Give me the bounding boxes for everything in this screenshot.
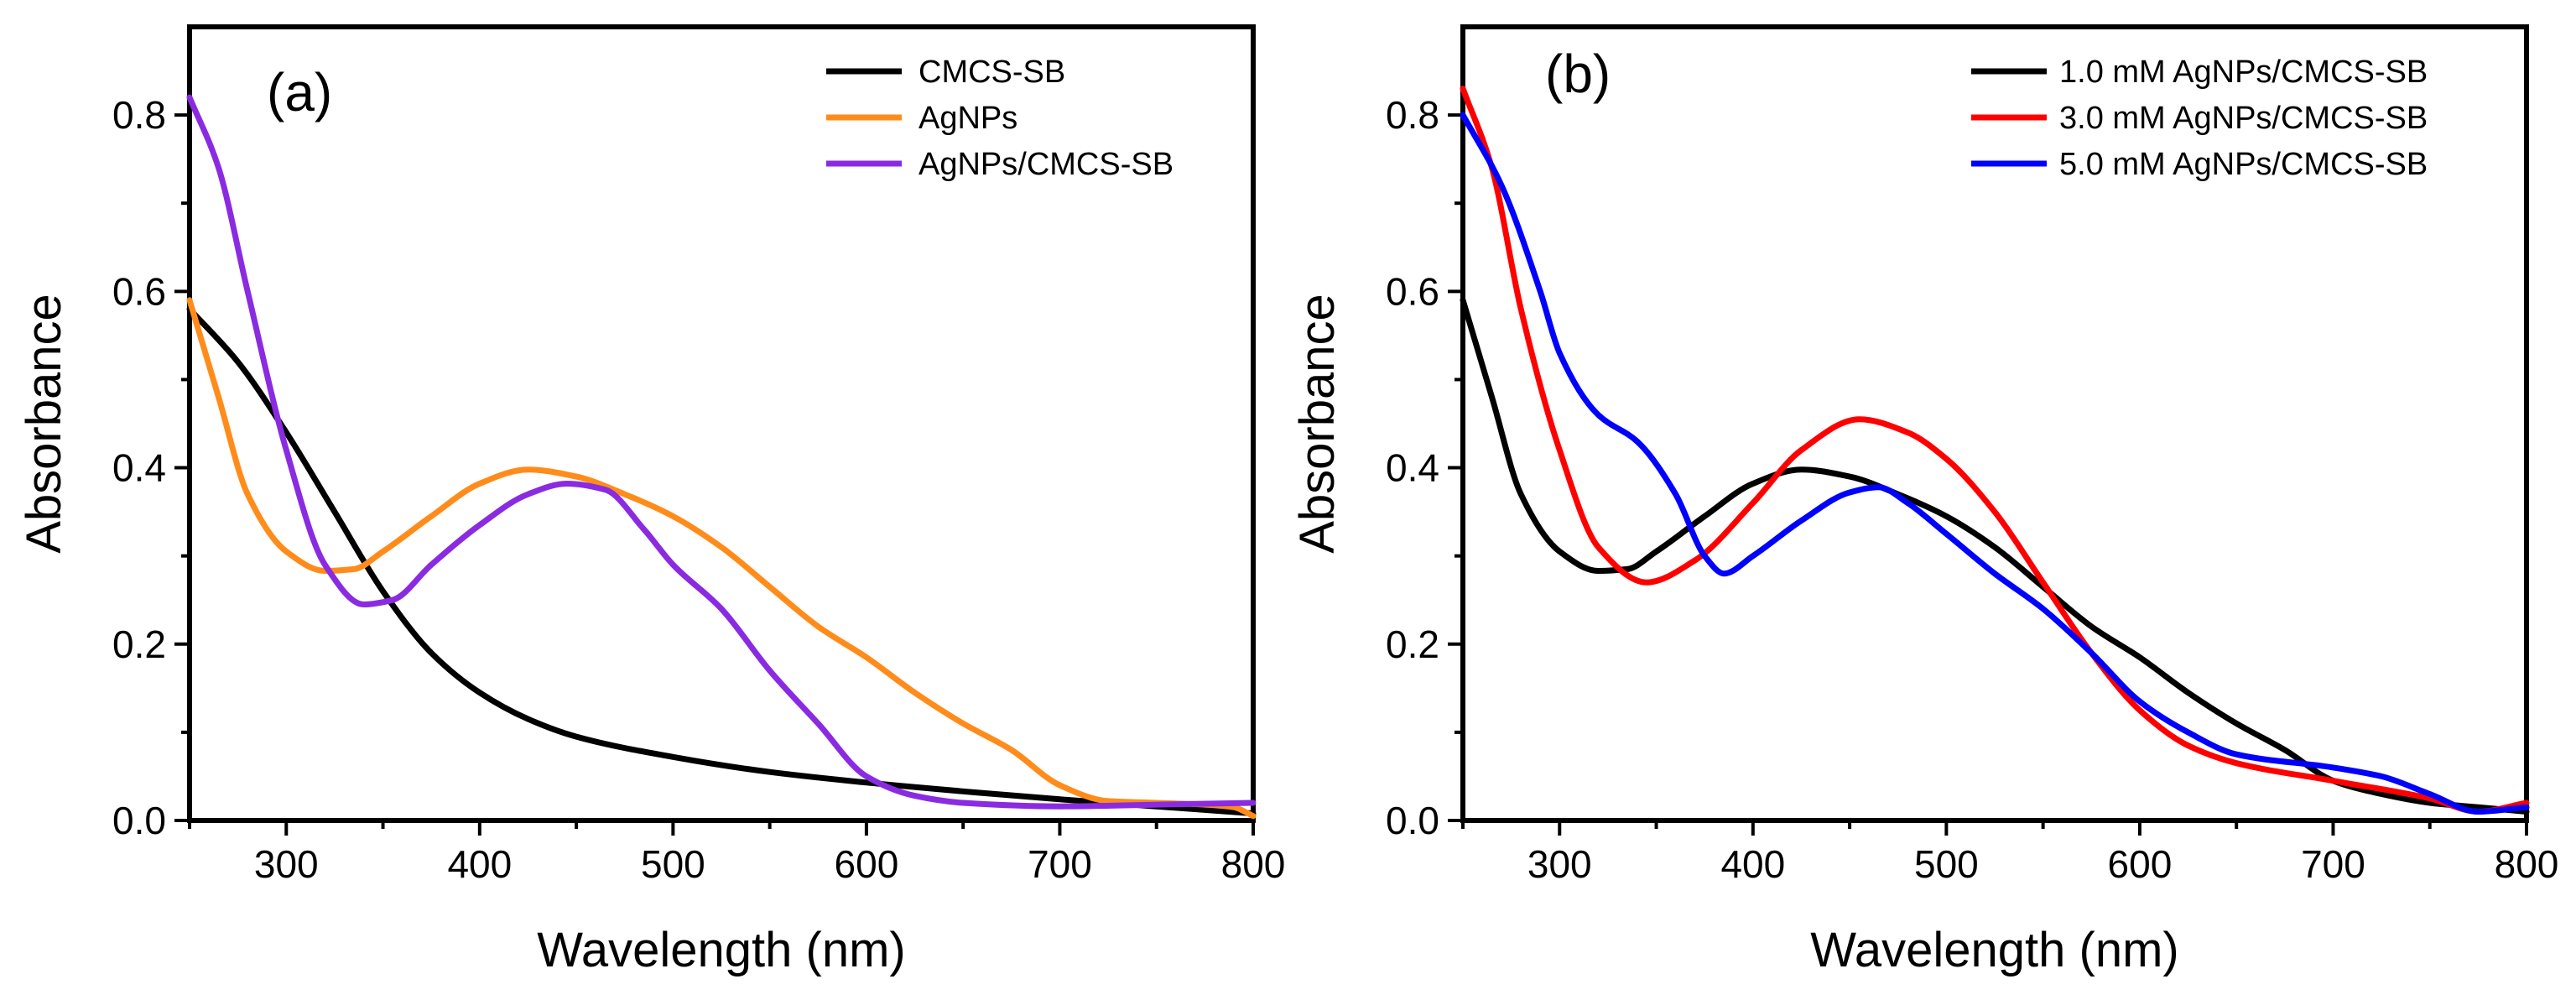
x-axis-title: Wavelength (nm) <box>537 923 905 977</box>
series-line-2 <box>1460 86 2530 815</box>
legend-label: 1.0 mM AgNPs/CMCS-SB <box>2059 55 2428 90</box>
y-tick-label: 0.6 <box>1386 269 1439 313</box>
legend: 1.0 mM AgNPs/CMCS-SB 3.0 mM AgNPs/CMCS-SB… <box>1971 55 2428 182</box>
series-group <box>186 94 1257 820</box>
y-tick-label: 0.4 <box>1386 446 1439 490</box>
x-tick-label: 300 <box>1527 842 1592 886</box>
legend-label: CMCS-SB <box>919 55 1065 90</box>
y-tick-label: 0.2 <box>1386 622 1439 666</box>
x-tick-label: 500 <box>641 842 705 886</box>
x-tick-label: 300 <box>254 842 319 886</box>
legend-label: AgNPs/CMCS-SB <box>919 147 1174 182</box>
panel-label: (b) <box>1545 44 1611 104</box>
tick-marks <box>1448 113 2528 836</box>
x-tick-label: 400 <box>1720 842 1785 886</box>
x-tick-label: 800 <box>1221 842 1286 886</box>
tick-labels: 300 400 500 600 700 800 0.0 0.2 0.4 0.6 0.8 <box>112 93 1285 886</box>
x-tick-label: 700 <box>2301 842 2365 886</box>
x-tick-label: 600 <box>835 842 899 886</box>
legend: CMCS-SB AgNPs AgNPs/CMCS-SB <box>826 55 1174 182</box>
y-tick-label: 0.8 <box>1386 93 1439 137</box>
x-tick-label: 800 <box>2495 842 2559 886</box>
tick-marks <box>174 113 1255 836</box>
y-tick-label: 0.6 <box>112 269 166 313</box>
chart-panel-a: 300 400 500 600 700 800 0.0 0.2 0.4 0.6 0.8 (a) Wa… <box>17 24 1285 977</box>
y-tick-label: 0.4 <box>112 446 166 490</box>
plot-frame <box>1460 24 2529 823</box>
legend-label: 3.0 mM AgNPs/CMCS-SB <box>2059 101 2428 136</box>
y-tick-label: 0.0 <box>1386 799 1439 842</box>
series-group <box>1460 86 2530 815</box>
y-tick-label: 0.8 <box>112 93 166 137</box>
series-line-3 <box>1460 112 2530 815</box>
series-line-1 <box>1460 297 2530 815</box>
series-line-2 <box>186 297 1257 820</box>
tick-labels: 300 400 500 600 700 800 0.0 0.2 0.4 0.6 0.8 <box>1386 93 2558 886</box>
legend-label: 5.0 mM AgNPs/CMCS-SB <box>2059 147 2428 182</box>
x-tick-label: 400 <box>447 842 512 886</box>
x-tick-label: 500 <box>1914 842 1979 886</box>
legend-label: AgNPs <box>919 101 1017 136</box>
plot-frame <box>187 24 1256 823</box>
y-axis-title: Absorbance <box>1290 294 1345 554</box>
y-axis-title: Absorbance <box>17 294 71 554</box>
x-tick-label: 600 <box>2108 842 2173 886</box>
series-line-3 <box>186 94 1257 810</box>
x-tick-label: 700 <box>1028 842 1092 886</box>
panel-label: (a) <box>267 62 332 122</box>
chart-panel-b: 300 400 500 600 700 800 0.0 0.2 0.4 0.6 0.8 (b) Wa… <box>1290 24 2558 977</box>
y-tick-label: 0.0 <box>112 799 166 842</box>
series-line-1 <box>186 305 1257 817</box>
x-axis-title: Wavelength (nm) <box>1810 923 2178 977</box>
y-tick-label: 0.2 <box>112 622 166 666</box>
